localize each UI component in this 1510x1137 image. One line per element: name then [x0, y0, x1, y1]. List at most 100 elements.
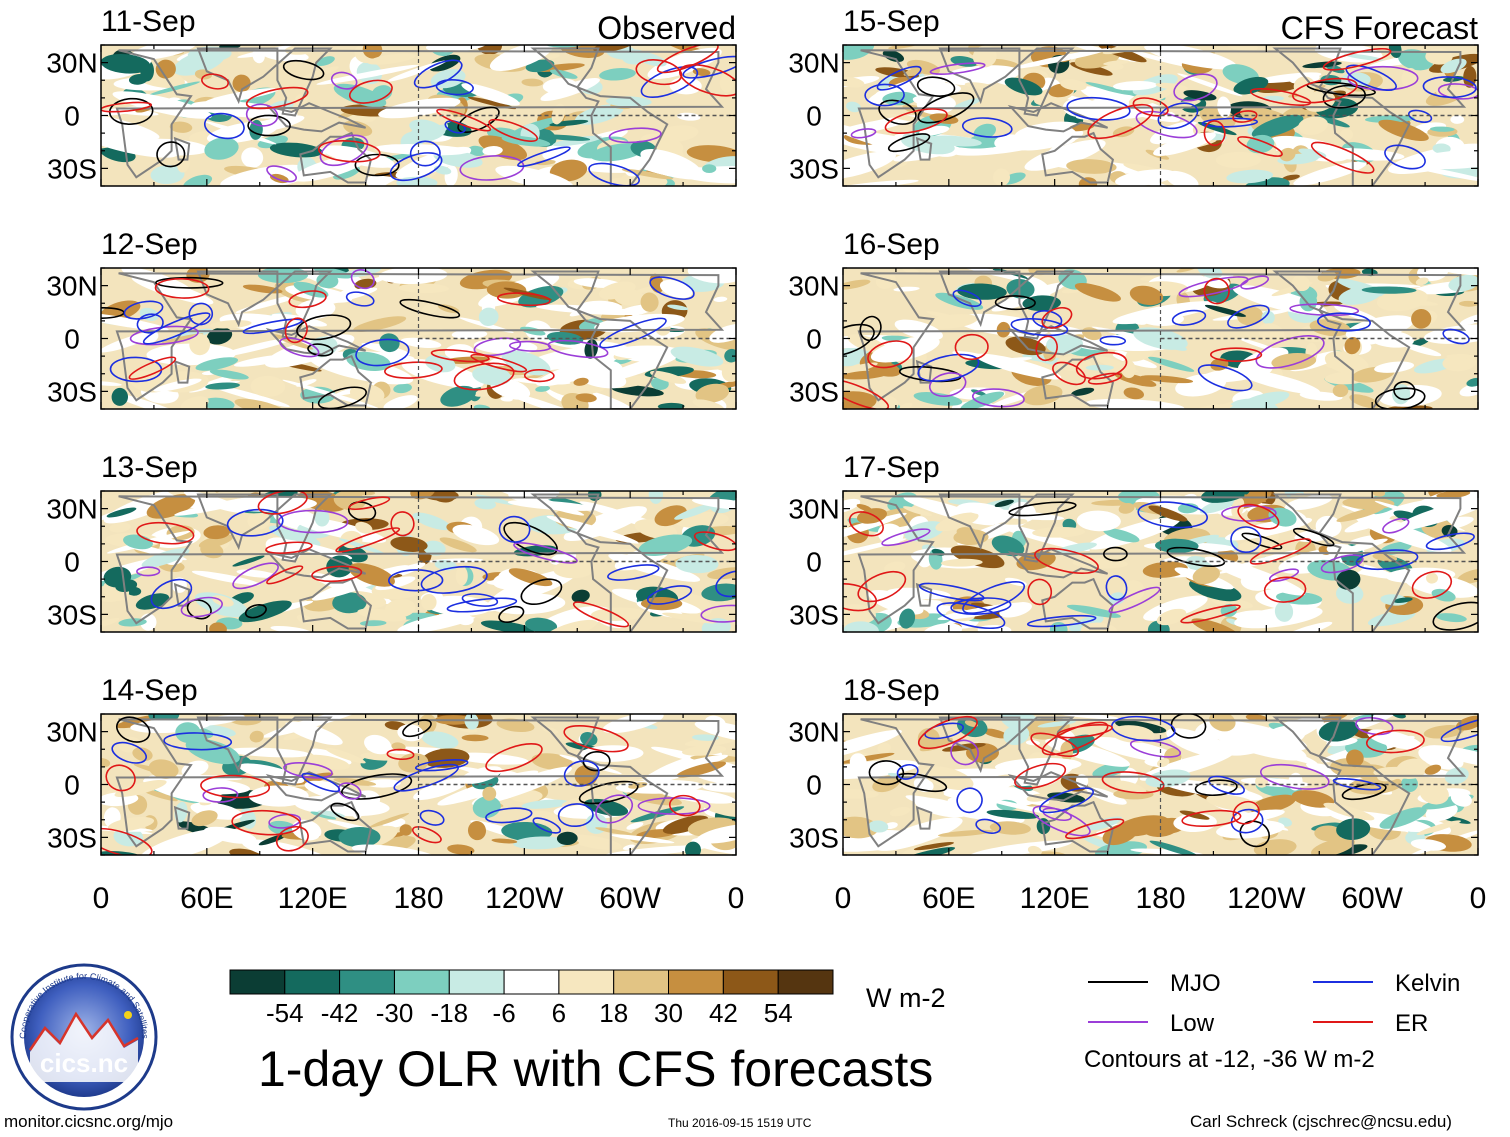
- olr-cell: [1048, 144, 1069, 160]
- olr-cell: [1191, 618, 1239, 632]
- kelvin-contour: [1099, 335, 1127, 346]
- olr-cell: [1148, 356, 1195, 372]
- coastline: [265, 548, 367, 579]
- olr-cell: [367, 53, 416, 65]
- er-contour: [1411, 570, 1453, 599]
- y-tick-label: 0: [806, 547, 822, 578]
- kelvin-contour: [864, 83, 905, 107]
- mjo-contour: [330, 802, 360, 822]
- olr-cell: [249, 730, 264, 743]
- olr-cell: [150, 165, 185, 185]
- olr-cell: [626, 822, 644, 830]
- kelvin-contour: [1227, 304, 1270, 329]
- panel-date: 11-Sep: [101, 5, 196, 38]
- olr-cell: [846, 101, 861, 113]
- colorbar-swatch: [613, 969, 670, 995]
- olr-cell: [101, 54, 151, 74]
- olr-cell: [398, 753, 429, 773]
- olr-cell: [640, 148, 702, 178]
- olr-cell: [843, 179, 919, 186]
- coastline: [196, 716, 333, 786]
- er-contour: [1181, 809, 1242, 827]
- olr-cell: [141, 548, 190, 568]
- er-contour: [1310, 141, 1375, 174]
- er-contour: [668, 794, 701, 817]
- olr-cell: [366, 779, 401, 788]
- footer-url[interactable]: monitor.cicsnc.org/mjo: [4, 1112, 174, 1131]
- olr-cell: [1237, 347, 1289, 374]
- olr-cell: [106, 507, 137, 518]
- olr-cell: [428, 54, 461, 72]
- coastline: [857, 495, 1467, 625]
- low-contour: [268, 813, 302, 829]
- low-contour: [277, 509, 349, 534]
- olr-cell: [843, 370, 889, 380]
- mjo-contour: [1292, 527, 1335, 547]
- olr-cell: [573, 377, 589, 386]
- x-tick-label: 0: [728, 882, 745, 915]
- kelvin-contour: [188, 302, 214, 326]
- er-contour: [1034, 547, 1099, 574]
- olr-cell: [439, 537, 477, 553]
- olr-cell: [422, 748, 470, 768]
- olr-cell: [478, 135, 528, 161]
- er-contour: [693, 531, 736, 552]
- kelvin-contour: [388, 569, 444, 592]
- er-contour: [288, 290, 327, 309]
- er-contour: [1101, 771, 1165, 794]
- er-contour: [348, 79, 393, 104]
- x-tick-label: 60W: [599, 882, 661, 915]
- olr-cell: [237, 45, 329, 58]
- kelvin-contour: [1171, 309, 1207, 326]
- mjo-contour: [247, 114, 291, 137]
- olr-cell: [191, 100, 298, 119]
- olr-cell: [1346, 749, 1364, 768]
- mjo-contour: [282, 59, 325, 81]
- olr-cell: [118, 736, 141, 753]
- olr-cell: [870, 336, 940, 363]
- kelvin-contour: [950, 597, 1012, 615]
- olr-cell: [135, 593, 170, 610]
- olr-cell: [994, 499, 1014, 508]
- y-tick-label: 0: [64, 547, 80, 578]
- mjo-contour: [341, 773, 413, 800]
- olr-cell: [894, 319, 943, 341]
- panel-date: 12-Sep: [101, 228, 198, 261]
- low-contour: [1173, 73, 1218, 102]
- low-contour: [232, 562, 279, 590]
- panel-12-Sep: 30N 0 30S 12-Sep: [46, 228, 737, 410]
- olr-cell: [551, 103, 566, 125]
- olr-cell: [473, 404, 491, 409]
- olr-cell: [1143, 45, 1237, 70]
- olr-cell: [662, 815, 709, 834]
- olr-cell: [847, 334, 889, 354]
- olr-cell: [447, 844, 475, 855]
- x-tick-label: 180: [1135, 882, 1185, 915]
- olr-cell: [986, 809, 1040, 819]
- olr-cell: [208, 384, 290, 407]
- olr-cell: [391, 742, 406, 751]
- er-contour: [348, 496, 391, 511]
- low-contour: [330, 71, 358, 90]
- mjo-contour: [994, 295, 1036, 311]
- olr-cell: [223, 496, 317, 512]
- kelvin-contour: [517, 146, 571, 168]
- kelvin-contour: [1111, 715, 1176, 742]
- coastline: [530, 47, 669, 186]
- olr-cell: [1066, 159, 1117, 174]
- olr-cell: [139, 828, 231, 855]
- olr-cell: [902, 506, 933, 517]
- colorbar-swatch: [394, 969, 450, 995]
- er-contour: [265, 541, 313, 554]
- kelvin-contour: [203, 112, 245, 140]
- coastline: [1041, 577, 1115, 630]
- olr-cell: [413, 777, 470, 801]
- olr-cell: [161, 333, 204, 344]
- olr-cell: [285, 721, 343, 746]
- olr-cell: [1258, 323, 1285, 343]
- kelvin-contour: [557, 803, 594, 828]
- olr-cell: [112, 392, 189, 409]
- y-tick-label: 0: [64, 324, 80, 355]
- mjo-contour: [1194, 779, 1238, 797]
- olr-cell: [1078, 177, 1098, 186]
